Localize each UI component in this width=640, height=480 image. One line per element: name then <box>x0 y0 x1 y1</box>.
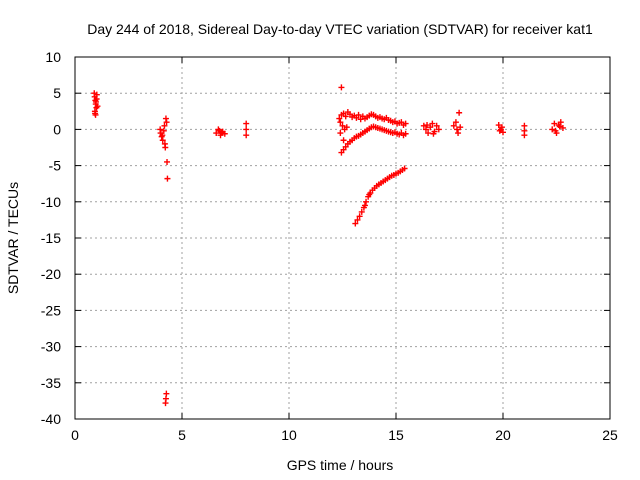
data-point <box>164 158 171 165</box>
data-point <box>213 130 220 137</box>
data-point <box>94 103 101 110</box>
data-point <box>243 126 250 133</box>
data-point <box>358 208 365 215</box>
data-point <box>521 132 528 139</box>
data-point <box>496 127 503 134</box>
data-point <box>92 110 99 117</box>
x-axis-label: GPS time / hours <box>287 457 394 473</box>
data-point <box>425 130 432 137</box>
data-point <box>495 122 502 129</box>
data-point <box>337 119 344 126</box>
data-point <box>552 127 559 134</box>
data-point <box>164 175 171 182</box>
data-point <box>218 129 225 136</box>
grid <box>75 57 610 419</box>
y-tick-label: -15 <box>41 230 61 246</box>
x-tick-label: 20 <box>495 427 511 443</box>
data-points <box>91 84 566 407</box>
x-tick-label: 0 <box>71 427 79 443</box>
data-point <box>401 165 408 172</box>
data-point <box>159 132 166 139</box>
data-point <box>157 126 164 133</box>
data-point <box>355 111 362 118</box>
x-tick-label: 5 <box>178 427 186 443</box>
data-point <box>430 130 437 137</box>
y-tick-label: -35 <box>41 375 61 391</box>
axis-ticks: 0 5 10 15 20 25 10 5 0 -5 -10 -15 -20 -25 -30 -35 -40 <box>41 49 618 443</box>
data-point <box>420 122 427 129</box>
data-point <box>163 390 170 397</box>
data-point <box>433 122 440 129</box>
data-point <box>162 144 169 151</box>
y-tick-label: 5 <box>53 85 61 101</box>
data-point <box>354 216 361 223</box>
data-point <box>161 122 168 129</box>
data-point <box>160 127 167 134</box>
data-point <box>366 191 373 198</box>
y-tick-label: -10 <box>41 194 61 210</box>
data-point <box>424 122 431 129</box>
data-point <box>556 123 563 130</box>
data-point <box>337 130 344 137</box>
data-point <box>343 124 350 131</box>
y-axis-label: SDTVAR / TECUs <box>5 182 21 294</box>
y-tick-label: -5 <box>49 158 62 174</box>
data-point <box>243 132 250 139</box>
data-point <box>342 113 349 120</box>
data-point <box>243 120 250 127</box>
data-point <box>429 120 436 127</box>
data-point <box>435 126 442 133</box>
data-point <box>450 122 457 129</box>
y-tick-label: 10 <box>45 49 61 65</box>
x-tick-label: 10 <box>281 427 297 443</box>
data-point <box>452 119 459 126</box>
data-point <box>162 400 169 407</box>
data-point <box>221 130 228 137</box>
data-point <box>427 124 434 131</box>
data-point <box>352 220 359 227</box>
data-point <box>361 202 368 209</box>
y-tick-label: -40 <box>41 411 61 427</box>
chart-title: Day 244 of 2018, Sidereal Day-to-day VTE… <box>87 21 593 37</box>
data-point <box>340 137 347 144</box>
data-point <box>559 124 566 131</box>
y-tick-label: -25 <box>41 302 61 318</box>
data-point <box>457 124 464 131</box>
x-tick-label: 25 <box>602 427 618 443</box>
data-point <box>339 122 346 129</box>
data-point <box>217 132 224 139</box>
data-point <box>336 115 343 122</box>
data-point <box>159 137 166 144</box>
data-point <box>338 84 345 91</box>
x-tick-label: 15 <box>388 427 404 443</box>
data-point <box>551 120 558 127</box>
data-point <box>456 109 463 116</box>
data-point <box>93 95 100 102</box>
data-point <box>422 126 429 133</box>
data-point <box>363 198 370 205</box>
y-tick-label: -20 <box>41 266 61 282</box>
y-tick-label: -30 <box>41 339 61 355</box>
data-point <box>356 213 363 220</box>
data-point <box>500 129 506 136</box>
data-point <box>498 124 505 131</box>
data-point <box>402 120 409 127</box>
y-tick-label: 0 <box>53 121 61 137</box>
data-point <box>402 130 409 137</box>
data-point <box>453 126 460 133</box>
data-point <box>521 122 528 129</box>
data-point <box>455 130 462 137</box>
data-point <box>557 119 564 126</box>
data-point <box>549 126 556 133</box>
data-point <box>163 119 170 126</box>
